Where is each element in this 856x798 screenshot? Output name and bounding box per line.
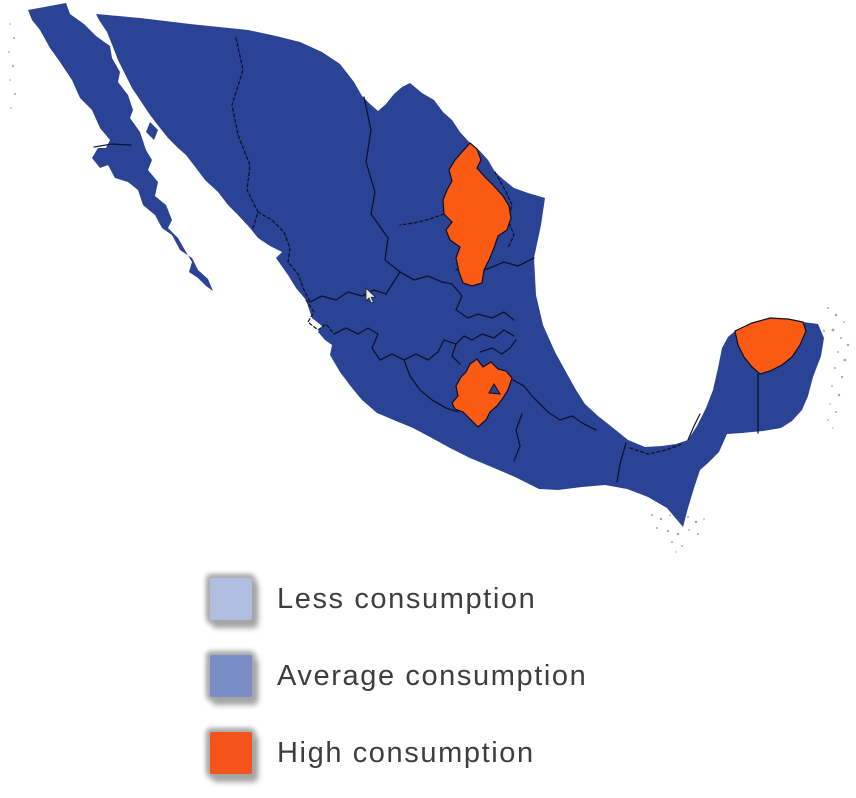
- legend-item-average: Average consumption: [210, 655, 587, 697]
- legend-swatch-average-consumption: [210, 655, 252, 697]
- legend-label-less-consumption: Less consumption: [277, 583, 537, 615]
- map-noise-dots: [8, 23, 850, 553]
- state-nuevo-leon[interactable]: [442, 142, 512, 287]
- island-tiburon: [146, 122, 158, 140]
- mexico-map: [8, 3, 850, 553]
- legend-label-average-consumption: Average consumption: [277, 660, 588, 692]
- legend-swatch-less-consumption: [210, 578, 252, 620]
- mouse-cursor-icon: [365, 286, 377, 304]
- legend: Less consumption Average consumption Hig…: [210, 578, 587, 798]
- high-consumption-states: [442, 142, 807, 428]
- state-puebla[interactable]: [451, 358, 513, 428]
- state-borders: [93, 37, 759, 483]
- region-baja-california[interactable]: [28, 3, 213, 291]
- map-landmass: [28, 3, 824, 527]
- legend-label-high-consumption: High consumption: [277, 737, 535, 769]
- legend-swatch-high-consumption: [210, 732, 252, 774]
- legend-item-high: High consumption: [210, 732, 587, 774]
- legend-item-less: Less consumption: [210, 578, 587, 620]
- state-yucatan[interactable]: [734, 317, 807, 375]
- state-puebla-enclave-notch: [488, 383, 501, 395]
